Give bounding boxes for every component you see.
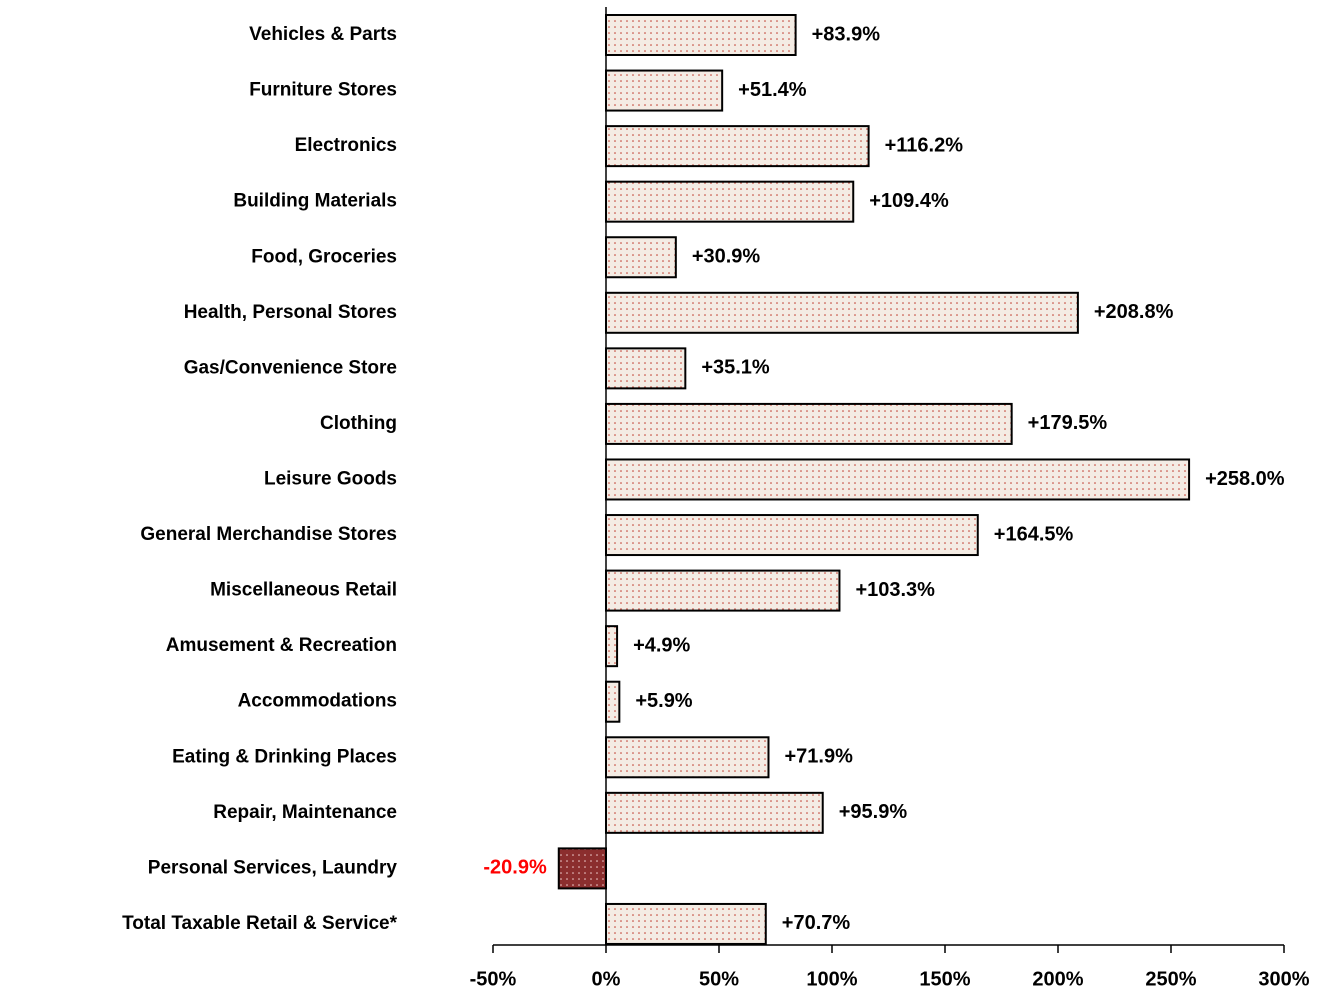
bar: [605, 125, 870, 168]
bar: [605, 347, 687, 390]
y-tick-label: Amusement & Recreation: [166, 635, 397, 656]
value-label: +95.9%: [839, 801, 908, 823]
y-tick-label: Gas/Convenience Store: [184, 357, 397, 378]
bar: [605, 902, 767, 945]
bar: [605, 180, 855, 223]
value-label: +208.8%: [1094, 301, 1174, 323]
bar: [605, 458, 1191, 501]
y-tick-label: Total Taxable Retail & Service*: [122, 913, 398, 934]
bar: [605, 402, 1013, 445]
y-tick-label: Electronics: [295, 135, 397, 156]
value-label: -20.9%: [483, 857, 547, 879]
bar: [605, 680, 621, 723]
x-tick-label: 50%: [699, 968, 739, 990]
y-tick-label: Personal Services, Laundry: [148, 857, 398, 878]
value-label: +109.4%: [869, 190, 949, 212]
y-tick-label: General Merchandise Stores: [140, 524, 397, 545]
bar: [605, 736, 770, 779]
x-tick-label: 200%: [1032, 968, 1083, 990]
value-label: +164.5%: [994, 523, 1074, 545]
y-tick-label: Food, Groceries: [251, 246, 397, 267]
value-label: +103.3%: [855, 579, 935, 601]
y-tick-label: Building Materials: [233, 191, 397, 212]
value-label: +116.2%: [885, 134, 964, 156]
value-label: +70.7%: [782, 912, 851, 934]
x-tick-label: 150%: [919, 968, 970, 990]
bar: [605, 569, 841, 612]
value-label: +30.9%: [692, 246, 761, 268]
x-tick-label: 250%: [1145, 968, 1196, 990]
y-tick-label: Miscellaneous Retail: [210, 580, 397, 601]
y-tick-label: Clothing: [320, 413, 397, 434]
y-tick-label: Leisure Goods: [264, 468, 397, 489]
bar: [605, 14, 797, 56]
y-tick-label: Eating & Drinking Places: [172, 746, 397, 767]
value-label: +5.9%: [635, 690, 692, 712]
value-label: +4.9%: [633, 634, 690, 656]
value-label: +179.5%: [1028, 412, 1108, 434]
y-tick-label: Accommodations: [238, 691, 397, 712]
y-tick-label: Health, Personal Stores: [184, 302, 397, 323]
bar: [605, 236, 677, 279]
bar: [605, 514, 979, 557]
x-tick-label: 0%: [592, 968, 621, 990]
bar: [605, 791, 824, 834]
bar: [605, 291, 1079, 334]
bar: [605, 625, 619, 668]
value-label: +51.4%: [738, 79, 807, 101]
x-tick-label: 100%: [806, 968, 857, 990]
value-label: +71.9%: [784, 746, 853, 768]
y-tick-label: Repair, Maintenance: [213, 802, 397, 823]
y-tick-label: Furniture Stores: [249, 80, 397, 101]
x-tick-label: 300%: [1258, 968, 1309, 990]
y-tick-label: Vehicles & Parts: [249, 24, 397, 45]
value-label: +83.9%: [812, 23, 881, 45]
bar: [557, 847, 607, 890]
value-label: +35.1%: [701, 357, 770, 379]
x-tick-label: -50%: [470, 968, 517, 990]
bar: [605, 69, 724, 112]
value-label: +258.0%: [1205, 468, 1285, 490]
